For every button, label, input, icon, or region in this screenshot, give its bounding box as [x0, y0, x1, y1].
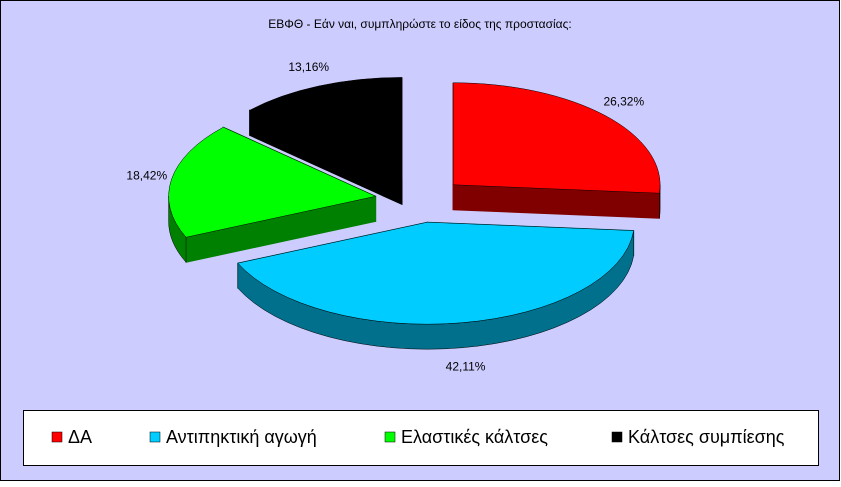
value-label: 18,42% — [126, 168, 167, 182]
chart-title: ΕΒΦΘ - Εάν ναι, συμπληρώστε το είδος της… — [268, 17, 571, 31]
legend-swatch — [51, 431, 63, 443]
slice — [452, 82, 661, 194]
slice — [237, 221, 634, 325]
legend-swatch — [611, 431, 623, 443]
value-label: 13,16% — [288, 60, 329, 74]
legend-label: Αντιπηκτική αγωγή — [166, 427, 317, 447]
legend-label: Ελαστικές κάλτσες — [401, 427, 548, 447]
legend-label: ΔΑ — [68, 427, 92, 447]
value-label: 42,11% — [446, 360, 486, 374]
value-label: 26,32% — [603, 94, 644, 108]
legend-swatch — [149, 431, 161, 443]
legend-swatch — [384, 431, 396, 443]
slice — [168, 126, 377, 238]
legend-label: Κάλτσες συμπίεσης — [628, 427, 785, 447]
slice — [249, 77, 403, 180]
